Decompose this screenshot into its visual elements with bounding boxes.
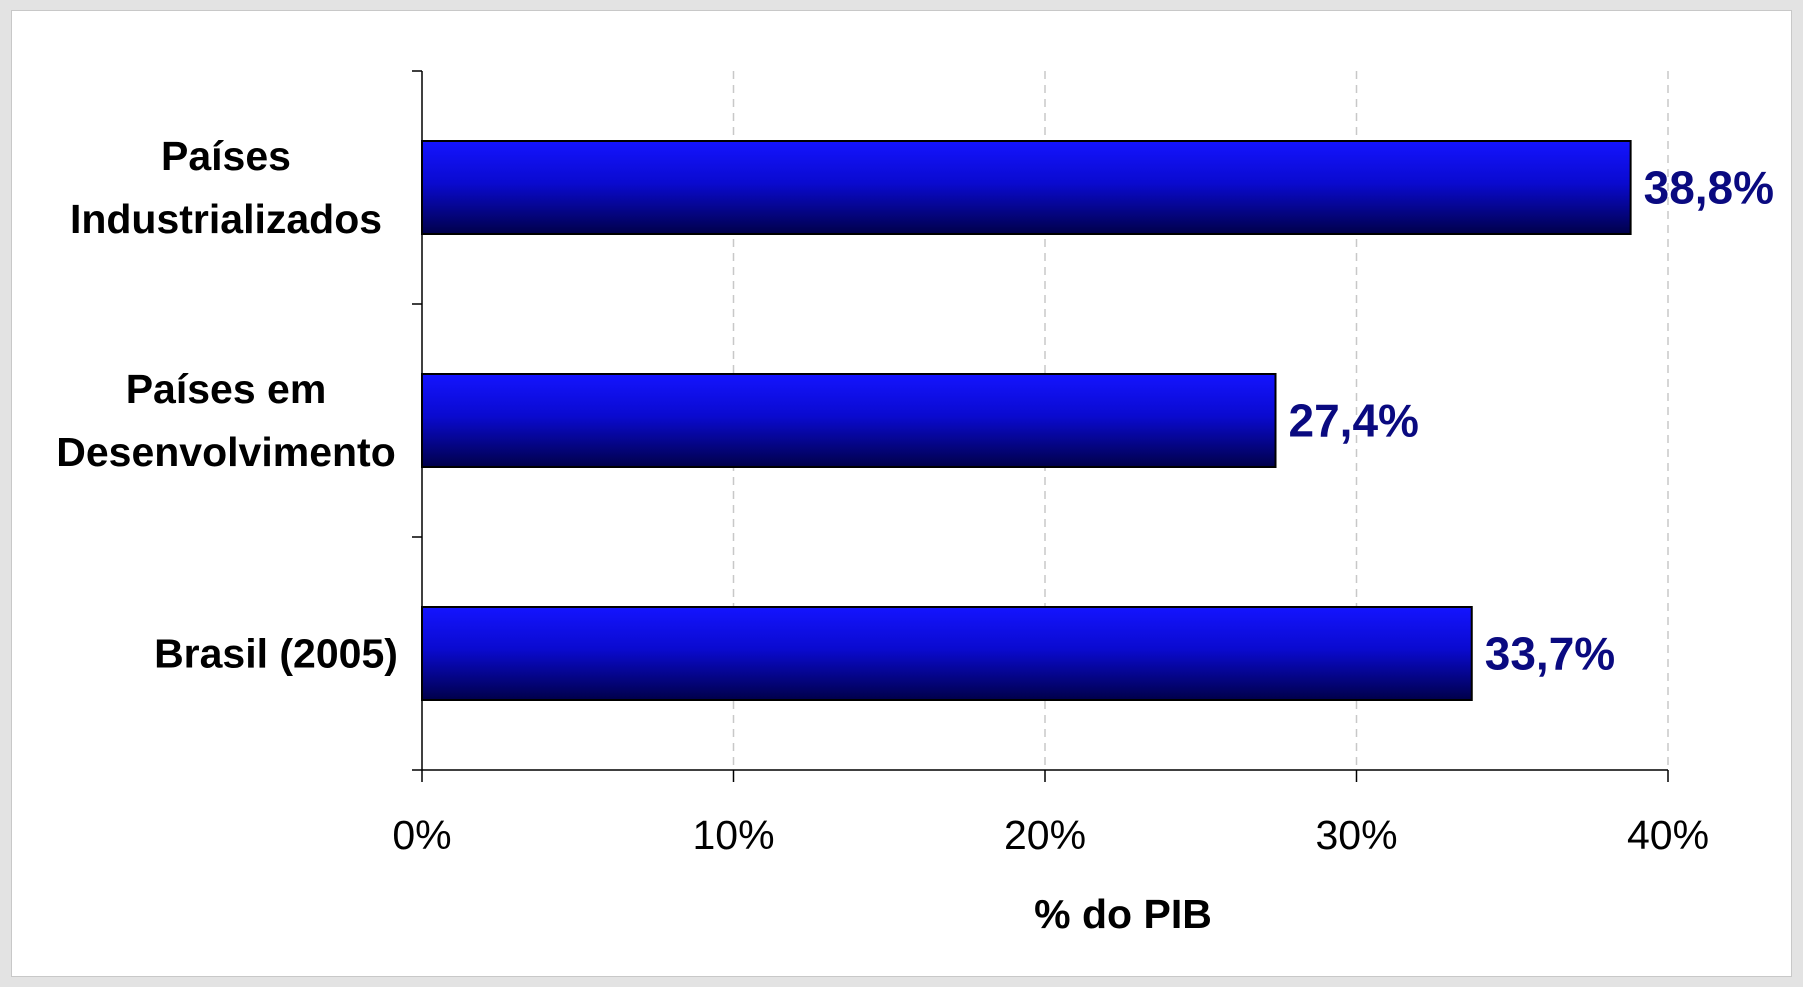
x-axis-title: % do PIB [1034,891,1212,937]
category-label: Países em Desenvolvimento [56,366,396,475]
x-tick-label: 40% [1627,812,1709,858]
chart-frame: 0% 10% 20% 30% 40% 38,8% Países Industrializado… [12,11,1791,976]
x-tick-label: 30% [1315,812,1397,858]
bar-chart: 0% 10% 20% 30% 40% 38,8% Países Industrializado… [56,70,1774,937]
x-tick-label: 10% [692,812,774,858]
data-label: 38,8% [1644,162,1774,214]
data-label: 33,7% [1485,628,1615,680]
category-label: Brasil (2005) [154,631,398,677]
labels: 0% 10% 20% 30% 40% 38,8% Países Industrializado… [56,133,1774,858]
bar [421,373,1277,468]
bars [421,140,1632,701]
bar [421,606,1473,701]
data-label: 27,4% [1289,395,1419,447]
category-label: Países Industrializados [70,133,382,242]
x-tick-label: 0% [392,812,451,858]
bar [421,140,1632,235]
x-tick-label: 20% [1004,812,1086,858]
